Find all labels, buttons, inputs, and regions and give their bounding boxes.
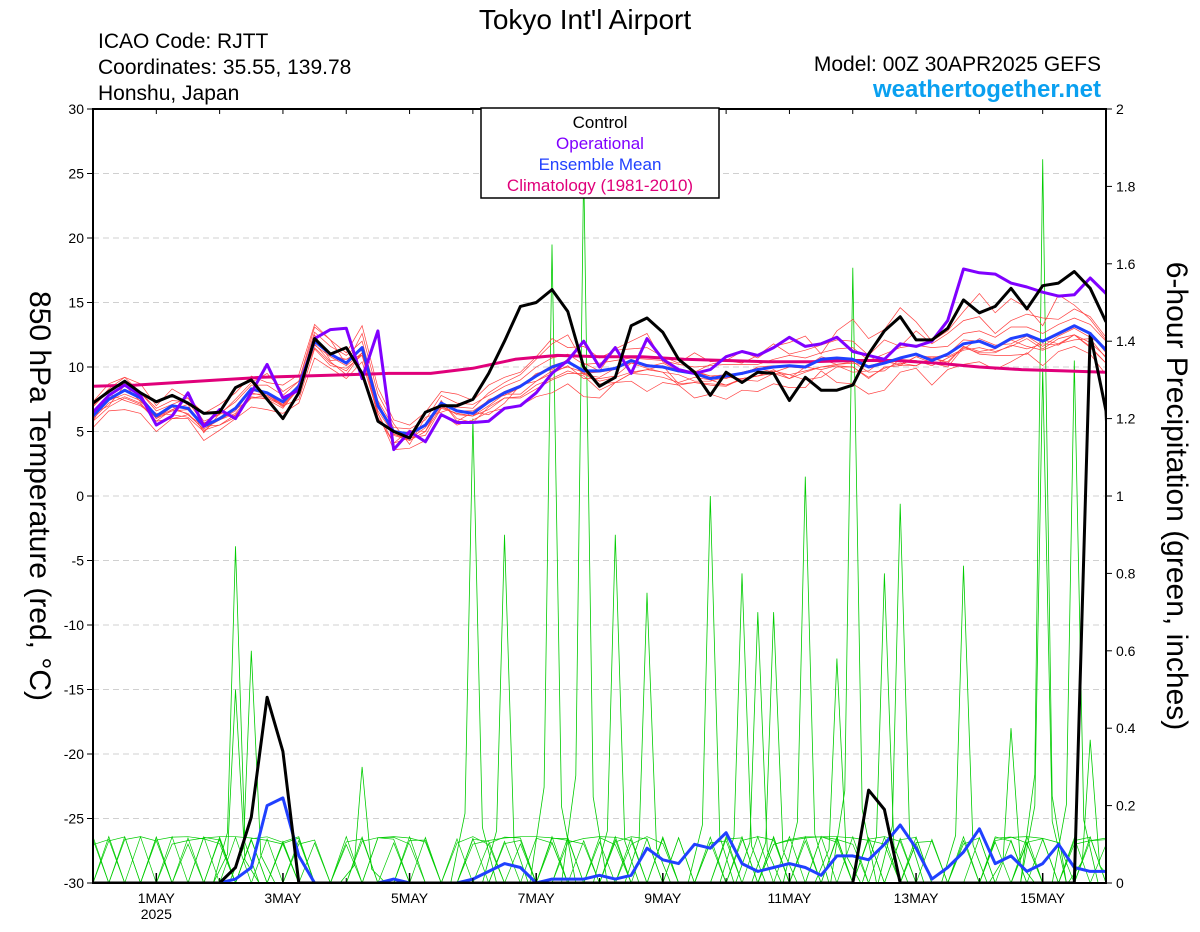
member-precip-line xyxy=(735,612,782,883)
right-tick-label: 1.2 xyxy=(1116,411,1136,427)
left-tick-label: 25 xyxy=(68,166,84,182)
right-tick-label: 0.4 xyxy=(1116,720,1136,736)
member-precip-line xyxy=(719,573,767,883)
member-precip-line xyxy=(592,534,640,883)
x-tick-label: 7MAY xyxy=(518,890,556,906)
legend-operational: Operational xyxy=(556,134,644,153)
member-precip-line xyxy=(93,835,1106,883)
legend-climatology: Climatology (1981-2010) xyxy=(507,176,693,195)
left-tick-label: -20 xyxy=(64,746,84,762)
left-axis: 30 25 20 15 10 5 0 -5 -10 -15 -20 -25 -30 xyxy=(64,101,93,891)
icao-code: ICAO Code: RJTT xyxy=(98,30,269,53)
member-precip-line xyxy=(782,476,830,883)
legend-ensemble-mean: Ensemble Mean xyxy=(539,155,662,174)
x-tick-label: 13MAY xyxy=(894,890,940,906)
left-tick-label: 10 xyxy=(68,359,84,375)
member-precip-lines xyxy=(93,159,1106,883)
left-tick-label: 5 xyxy=(76,424,84,440)
member-precip-line xyxy=(450,418,497,883)
member-precip-line xyxy=(339,766,387,883)
right-tick-label: 0.2 xyxy=(1116,798,1136,814)
control-line xyxy=(93,270,1106,440)
left-tick-label: 20 xyxy=(68,230,84,246)
right-tick-label: 0 xyxy=(1116,875,1124,891)
legend-control: Control xyxy=(573,113,628,132)
right-tick-label: 1.6 xyxy=(1116,256,1136,272)
left-axis-label: 850 hPa Temperature (red, °C) xyxy=(23,291,56,701)
left-tick-label: 30 xyxy=(68,101,84,117)
ensemble-mean-precip-line xyxy=(93,796,1106,883)
right-tick-label: 2 xyxy=(1116,101,1124,117)
right-tick-label: 0.6 xyxy=(1116,643,1136,659)
right-tick-label: 1.8 xyxy=(1116,178,1136,194)
x-tick-label: 3MAY xyxy=(264,890,302,906)
member-precip-line xyxy=(93,836,1106,883)
legend-box xyxy=(480,107,720,199)
member-precip-line xyxy=(93,835,1106,883)
left-tick-label: -15 xyxy=(64,682,84,698)
left-tick-label: -10 xyxy=(64,617,84,633)
x-year-label: 2025 xyxy=(141,906,172,922)
x-tick-label: 9MAY xyxy=(644,890,682,906)
right-axis-label: 6-hour Precipitation (green, inches) xyxy=(1160,262,1193,731)
x-axis: 1MAY 3MAY 5MAY 7MAY 9MAY 11MAY 13MAY 15MAY 2025 xyxy=(92,109,1107,922)
member-precip-line xyxy=(93,836,1106,883)
x-tick-label: 11MAY xyxy=(768,890,812,906)
member-precip-line xyxy=(941,565,988,883)
x-tick-label: 15MAY xyxy=(1020,890,1066,906)
member-precip-line xyxy=(814,658,862,883)
member-precip-line xyxy=(830,267,877,883)
left-tick-label: 0 xyxy=(76,488,84,504)
grid-lines xyxy=(93,173,1106,819)
member-precip-line xyxy=(1020,159,1067,883)
chart-title: Tokyo Int'l Airport xyxy=(479,4,692,35)
member-precip-line xyxy=(93,836,1106,883)
member-precip-line xyxy=(93,835,1106,883)
member-temperature-line xyxy=(93,346,1106,450)
x-tick-label: 5MAY xyxy=(391,890,429,906)
member-precip-line xyxy=(482,534,529,883)
right-tick-label: 0.8 xyxy=(1116,565,1136,581)
member-precip-line xyxy=(861,573,909,883)
member-precip-line xyxy=(529,244,577,883)
model-label: Model: 00Z 30APR2025 GEFS xyxy=(814,53,1101,76)
legend: Control Operational Ensemble Mean Climat… xyxy=(480,107,720,199)
right-axis: 2 1.8 1.6 1.4 1.2 1 0.8 0.6 0.4 0.2 0 xyxy=(1106,101,1136,891)
member-precip-line xyxy=(877,503,925,883)
left-tick-label: 15 xyxy=(68,295,84,311)
main-series xyxy=(93,267,1106,883)
left-tick-label: -5 xyxy=(72,553,85,569)
left-tick-label: -30 xyxy=(64,875,84,891)
left-tick-label: -25 xyxy=(64,811,84,827)
region-label: Honshu, Japan xyxy=(98,82,239,105)
site-link[interactable]: weathertogether.net xyxy=(872,76,1101,103)
right-tick-label: 1.4 xyxy=(1116,333,1136,349)
member-temperature-line xyxy=(93,317,1106,430)
coordinates: Coordinates: 35.55, 139.78 xyxy=(98,56,351,79)
x-tick-label: 1MAY xyxy=(138,890,176,906)
climatology-1981-2010-line xyxy=(93,353,1106,388)
right-tick-label: 1 xyxy=(1116,488,1124,504)
member-precip-line xyxy=(1020,368,1067,883)
